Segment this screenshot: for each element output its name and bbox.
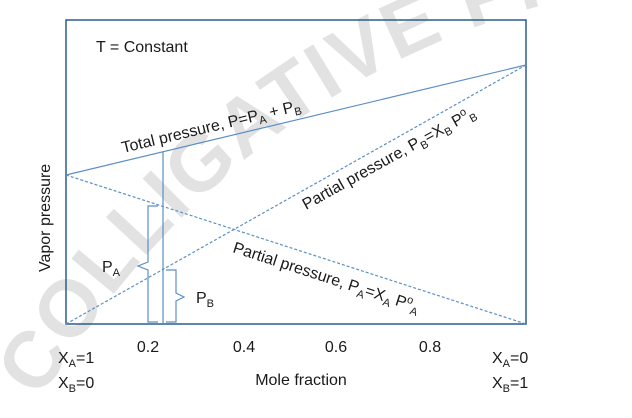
condition-label: T = Constant (96, 39, 188, 56)
x-tick-label: 0.6 (325, 339, 347, 356)
x-tick-label: 0.8 (419, 339, 441, 356)
partial-pressure-a-line (65, 174, 527, 325)
x-tick-label: 0.2 (137, 339, 159, 356)
left-xb-label: XB=0 (58, 375, 94, 395)
left-xa-label: XA=1 (58, 350, 94, 370)
plot-frame (65, 19, 527, 325)
right-xa-label: XA=0 (492, 350, 528, 370)
right-xb-label: XB=1 (492, 375, 528, 395)
partial-pressure-b-line (65, 64, 527, 325)
partial-pressure-a-label: Partial pressure, PA=XA PoA (230, 238, 423, 319)
x-axis-label: Mole fraction (255, 372, 347, 389)
brace-pb (166, 269, 186, 323)
brace-pa (136, 205, 158, 323)
x-tick-label: 0.4 (233, 339, 255, 356)
total-pressure-line (65, 64, 527, 176)
brace-pa-label: PA (102, 259, 121, 279)
y-axis-label: Vapor pressure (37, 164, 54, 272)
brace-pb-label: PB (196, 290, 214, 310)
